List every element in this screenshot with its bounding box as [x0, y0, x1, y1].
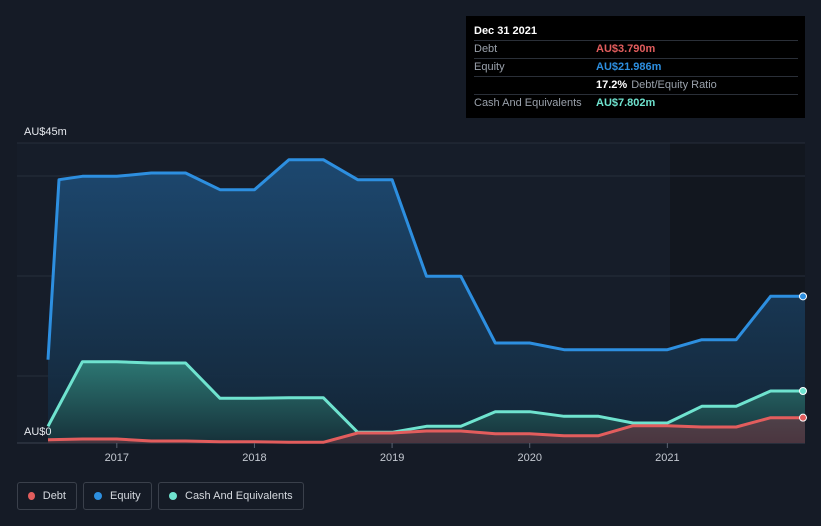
tooltip-date: Dec 31 2021 — [474, 25, 537, 37]
x-tick-label-2: 2019 — [380, 452, 404, 464]
tooltip-ratio-value: 17.2% — [596, 79, 628, 91]
series-lines — [46, 158, 805, 444]
tooltip-cash-value: AU$7.802m — [596, 97, 656, 109]
tooltip-debt-value: AU$3.790m — [596, 43, 656, 55]
tooltip-ratio-row: 17.2% Debt/Equity Ratio — [474, 76, 798, 94]
series-area-0 — [48, 159, 805, 443]
y-tick-label-0: AU$45m — [24, 126, 67, 138]
series-end-points — [799, 292, 807, 422]
series-areas — [48, 159, 805, 443]
tooltip-debt-label: Debt — [474, 43, 498, 55]
x-tick-label-3: 2020 — [517, 452, 541, 464]
legend-label-equity: Equity — [110, 490, 141, 502]
debt-legend-dot-icon — [28, 492, 35, 500]
x-tick-label-1: 2018 — [242, 452, 266, 464]
series-end-point-0 — [799, 292, 807, 301]
tooltip-cash-row: Cash And Equivalents AU$7.802m — [474, 94, 798, 112]
tooltip-cash-label: Cash And Equivalents — [474, 97, 582, 109]
y-tick-label-1: AU$0 — [24, 426, 52, 438]
series-area-2 — [48, 417, 805, 443]
x-tick-label-0: 2017 — [105, 452, 129, 464]
series-end-point-1 — [799, 387, 807, 395]
series-line-2 — [47, 416, 805, 444]
legend-item-debt[interactable]: Debt — [17, 482, 77, 510]
legend-item-equity[interactable]: Equity — [83, 482, 152, 510]
legend-label-debt: Debt — [42, 490, 66, 502]
tooltip-debt-row: Debt AU$3.790m — [474, 40, 798, 58]
x-tick-label-4: 2021 — [655, 452, 679, 464]
cash-legend-dot-icon — [169, 492, 177, 500]
series-line-1 — [46, 360, 805, 434]
series-line-0 — [46, 158, 805, 360]
legend-label-cash: Cash And Equivalents — [185, 490, 293, 502]
tooltip-ratio-label: Debt/Equity Ratio — [631, 79, 717, 91]
tooltip-equity-row: Equity AU$21.986m — [474, 58, 798, 76]
tooltip-panel: Dec 31 2021 Debt AU$3.790m Equity AU$21.… — [466, 16, 805, 118]
series-area-1 — [48, 361, 805, 443]
axis-labels: AU$45m AU$0 2017 2018 2019 2020 2021 — [24, 126, 680, 464]
equity-legend-dot-icon — [94, 492, 102, 500]
series-end-point-2 — [799, 413, 807, 422]
tooltip-equity-value: AU$21.986m — [596, 61, 662, 73]
legend-item-cash[interactable]: Cash And Equivalents — [158, 482, 304, 510]
tooltip-equity-label: Equity — [474, 61, 505, 73]
